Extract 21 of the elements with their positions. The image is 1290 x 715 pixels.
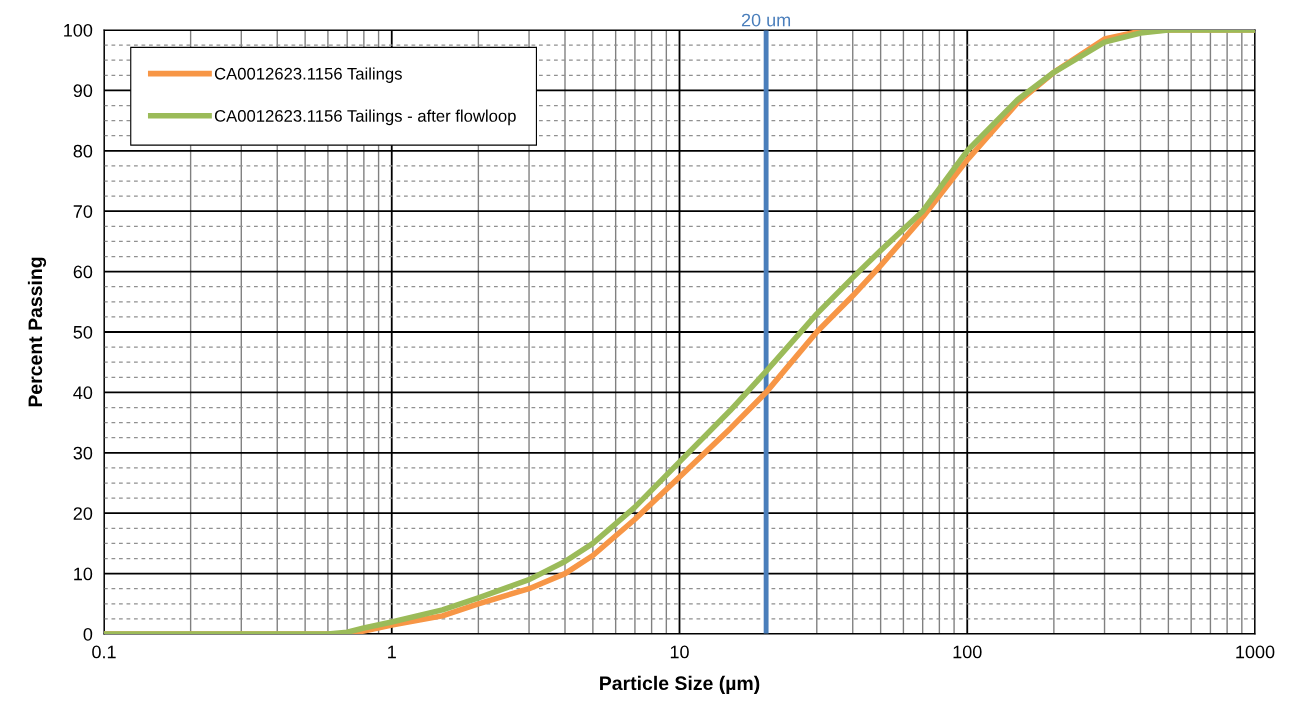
y-tick-label: 100 bbox=[64, 23, 93, 37]
y-tick-label: 30 bbox=[73, 446, 93, 460]
x-tick-label: 10 bbox=[670, 645, 689, 659]
y-tick-label: 80 bbox=[73, 144, 93, 158]
y-tick-label: 20 bbox=[73, 507, 93, 520]
x-tick-label: 1000 bbox=[1236, 645, 1275, 659]
y-tick-label: 10 bbox=[74, 567, 93, 581]
y-tick-label: 50 bbox=[73, 325, 93, 339]
y-tick-label: 60 bbox=[73, 265, 93, 279]
ref-line-label: 20 um bbox=[741, 13, 791, 27]
y-tick-label: 0 bbox=[83, 627, 93, 641]
legend-label: CA0012623.1156 Tailings bbox=[214, 67, 402, 83]
x-tick-label: 1 bbox=[388, 645, 396, 659]
y-tick-label: 40 bbox=[73, 386, 93, 400]
x-axis-title: Particle Size (µm) bbox=[600, 675, 760, 694]
x-tick-label: 100 bbox=[953, 645, 982, 659]
y-tick-label: 90 bbox=[73, 84, 93, 98]
y-tick-label: 70 bbox=[73, 205, 93, 218]
x-tick-label: 0.1 bbox=[92, 645, 116, 659]
y-axis-title: Percent Passing bbox=[27, 257, 47, 407]
legend-label: CA0012623.1156 Tailings - after flowloop bbox=[214, 109, 516, 126]
